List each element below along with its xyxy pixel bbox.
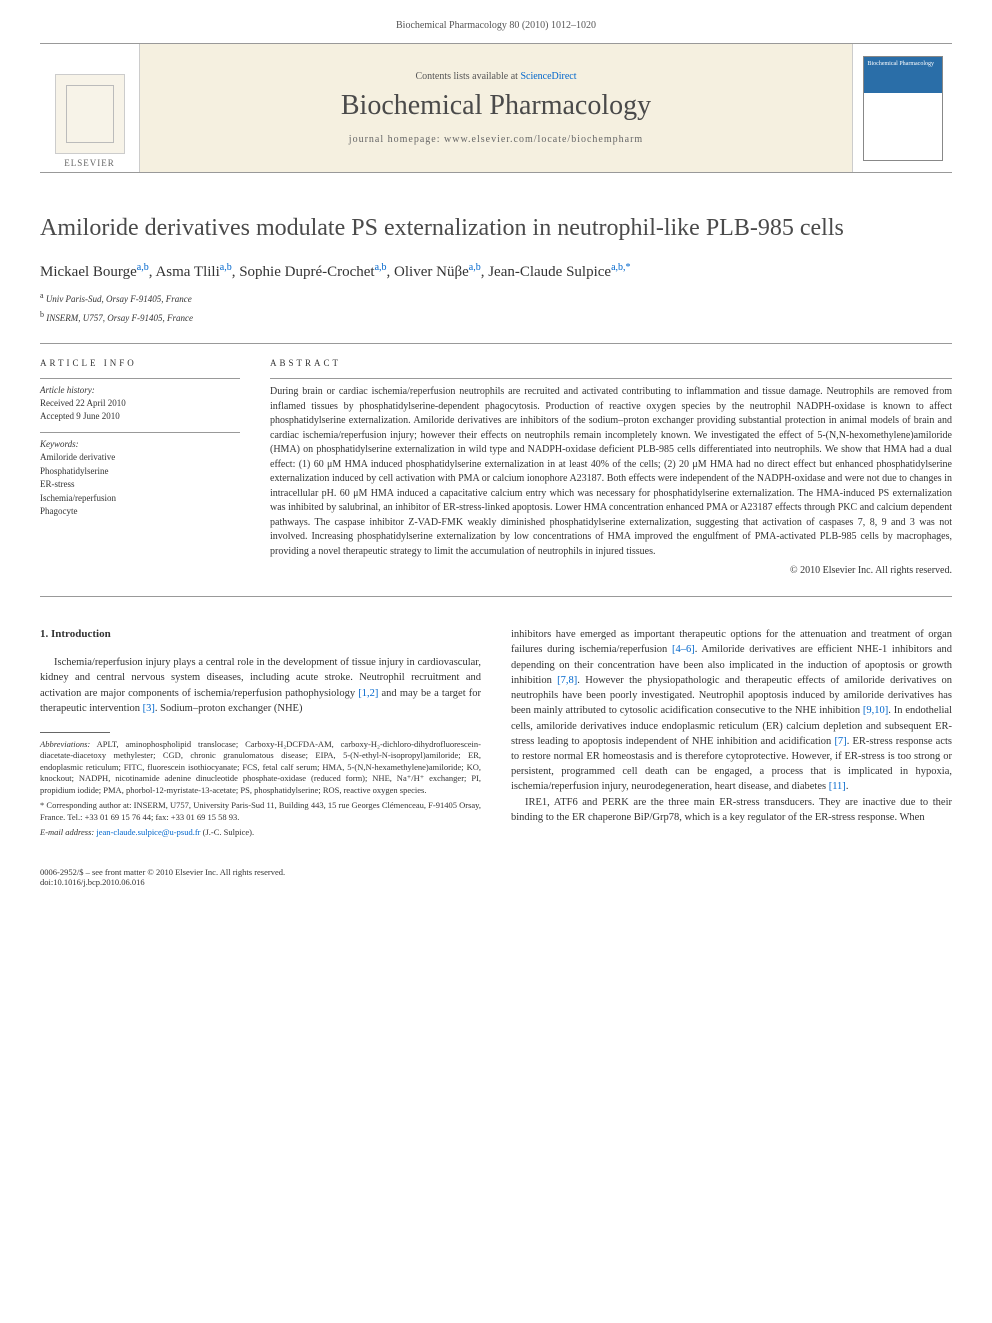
cover-title: Biochemical Pharmacology bbox=[868, 61, 938, 67]
ref-link[interactable]: [4–6] bbox=[672, 644, 695, 655]
footnote-divider bbox=[40, 732, 110, 733]
masthead: ELSEVIER Contents lists available at Sci… bbox=[40, 43, 952, 173]
author-aff: a,b bbox=[469, 262, 481, 273]
body-columns: 1. Introduction Ischemia/reperfusion inj… bbox=[40, 627, 952, 843]
page-footer: 0006-2952/$ – see front matter © 2010 El… bbox=[40, 867, 952, 887]
abstract-text: During brain or cardiac ischemia/reperfu… bbox=[270, 385, 952, 559]
ref-link[interactable]: [7,8] bbox=[557, 675, 577, 686]
journal-cover-area: Biochemical Pharmacology bbox=[852, 44, 952, 172]
keywords-label: Keywords: bbox=[40, 439, 240, 449]
article-info-panel: ARTICLE INFO Article history: Received 2… bbox=[40, 358, 240, 576]
keyword: Ischemia/reperfusion bbox=[40, 492, 240, 506]
aff-text: Univ Paris-Sud, Orsay F-91405, France bbox=[46, 294, 192, 304]
abstract-panel: ABSTRACT During brain or cardiac ischemi… bbox=[270, 358, 952, 576]
keyword: ER-stress bbox=[40, 478, 240, 492]
journal-cover-thumbnail: Biochemical Pharmacology bbox=[863, 56, 943, 161]
body-paragraph: IRE1, ATF6 and PERK are the three main E… bbox=[511, 795, 952, 825]
info-divider bbox=[40, 378, 240, 379]
keyword: Amiloride derivative bbox=[40, 451, 240, 465]
abstract-heading: ABSTRACT bbox=[270, 358, 952, 368]
footer-matter: 0006-2952/$ – see front matter © 2010 El… bbox=[40, 867, 952, 877]
ref-link[interactable]: [1,2] bbox=[358, 688, 378, 699]
ref-link[interactable]: [3] bbox=[143, 703, 155, 714]
article-title: Amiloride derivatives modulate PS extern… bbox=[40, 213, 952, 244]
body-text: . Sodium–proton exchanger (NHE) bbox=[155, 703, 303, 714]
publisher-logo-area: ELSEVIER bbox=[40, 44, 140, 172]
article-info-heading: ARTICLE INFO bbox=[40, 358, 240, 368]
info-divider bbox=[40, 432, 240, 433]
author-aff: a,b bbox=[375, 262, 387, 273]
aff-text: INSERM, U757, Orsay F-91405, France bbox=[46, 313, 193, 323]
abbrev-label: Abbreviations: bbox=[40, 739, 90, 749]
homepage-url[interactable]: www.elsevier.com/locate/biochempharm bbox=[444, 134, 643, 145]
email-label: E-mail address: bbox=[40, 827, 94, 837]
email-suffix: (J.-C. Sulpice). bbox=[200, 827, 254, 837]
ref-link[interactable]: [9,10] bbox=[863, 705, 888, 716]
aff-label: a bbox=[40, 291, 44, 300]
author: Oliver Nüβe bbox=[394, 264, 469, 280]
history-dates: Received 22 April 2010 Accepted 9 June 2… bbox=[40, 397, 240, 422]
history-label: Article history: bbox=[40, 385, 240, 395]
info-abstract-row: ARTICLE INFO Article history: Received 2… bbox=[40, 358, 952, 576]
section-divider bbox=[40, 343, 952, 344]
keyword: Phagocyte bbox=[40, 505, 240, 519]
keyword: Phosphatidylserine bbox=[40, 465, 240, 479]
author-aff: a,b,* bbox=[611, 262, 630, 273]
author: Mickael Bourge bbox=[40, 264, 137, 280]
corresponding-asterisk: * bbox=[626, 262, 631, 273]
body-column-right: inhibitors have emerged as important the… bbox=[511, 627, 952, 843]
elsevier-label: ELSEVIER bbox=[64, 158, 115, 168]
body-paragraph: Ischemia/reperfusion injury plays a cent… bbox=[40, 655, 481, 716]
contents-prefix: Contents lists available at bbox=[415, 71, 520, 82]
received-date: Received 22 April 2010 bbox=[40, 397, 240, 410]
journal-name: Biochemical Pharmacology bbox=[341, 90, 651, 122]
keywords-list: Amiloride derivative Phosphatidylserine … bbox=[40, 451, 240, 519]
footer-doi: doi:10.1016/j.bcp.2010.06.016 bbox=[40, 877, 952, 887]
body-column-left: 1. Introduction Ischemia/reperfusion inj… bbox=[40, 627, 481, 843]
body-paragraph: inhibitors have emerged as important the… bbox=[511, 627, 952, 794]
homepage-prefix: journal homepage: bbox=[349, 134, 444, 145]
abbrev-text: APLT, aminophospholipid translocase; Car… bbox=[40, 739, 481, 795]
accepted-date: Accepted 9 June 2010 bbox=[40, 410, 240, 423]
author-aff: a,b bbox=[137, 262, 149, 273]
affiliation: b INSERM, U757, Orsay F-91405, France bbox=[40, 310, 952, 323]
body-text: . bbox=[846, 781, 849, 792]
author: Asma Tlili bbox=[155, 264, 219, 280]
aff-label: b bbox=[40, 310, 44, 319]
corr-label: * Corresponding author at: bbox=[40, 800, 131, 810]
author: Jean-Claude Sulpice bbox=[488, 264, 611, 280]
masthead-center: Contents lists available at ScienceDirec… bbox=[140, 44, 852, 172]
section-divider bbox=[40, 596, 952, 597]
section-heading-introduction: 1. Introduction bbox=[40, 627, 481, 643]
ref-link[interactable]: [11] bbox=[829, 781, 846, 792]
author-list: Mickael Bourgea,b, Asma Tlilia,b, Sophie… bbox=[40, 262, 952, 281]
author-aff: a,b bbox=[220, 262, 232, 273]
header-citation: Biochemical Pharmacology 80 (2010) 1012–… bbox=[40, 20, 952, 31]
ref-link[interactable]: [7] bbox=[834, 736, 846, 747]
abstract-divider bbox=[270, 378, 952, 379]
affiliation: a Univ Paris-Sud, Orsay F-91405, France bbox=[40, 291, 952, 304]
email-link[interactable]: jean-claude.sulpice@u-psud.fr bbox=[94, 827, 200, 837]
homepage-line: journal homepage: www.elsevier.com/locat… bbox=[349, 134, 643, 145]
contents-line: Contents lists available at ScienceDirec… bbox=[415, 71, 576, 82]
sciencedirect-link[interactable]: ScienceDirect bbox=[520, 71, 576, 82]
copyright-line: © 2010 Elsevier Inc. All rights reserved… bbox=[270, 565, 952, 576]
author: Sophie Dupré-Crochet bbox=[239, 264, 374, 280]
abbreviations-footnote: Abbreviations: APLT, aminophospholipid t… bbox=[40, 739, 481, 839]
elsevier-tree-icon bbox=[55, 74, 125, 154]
